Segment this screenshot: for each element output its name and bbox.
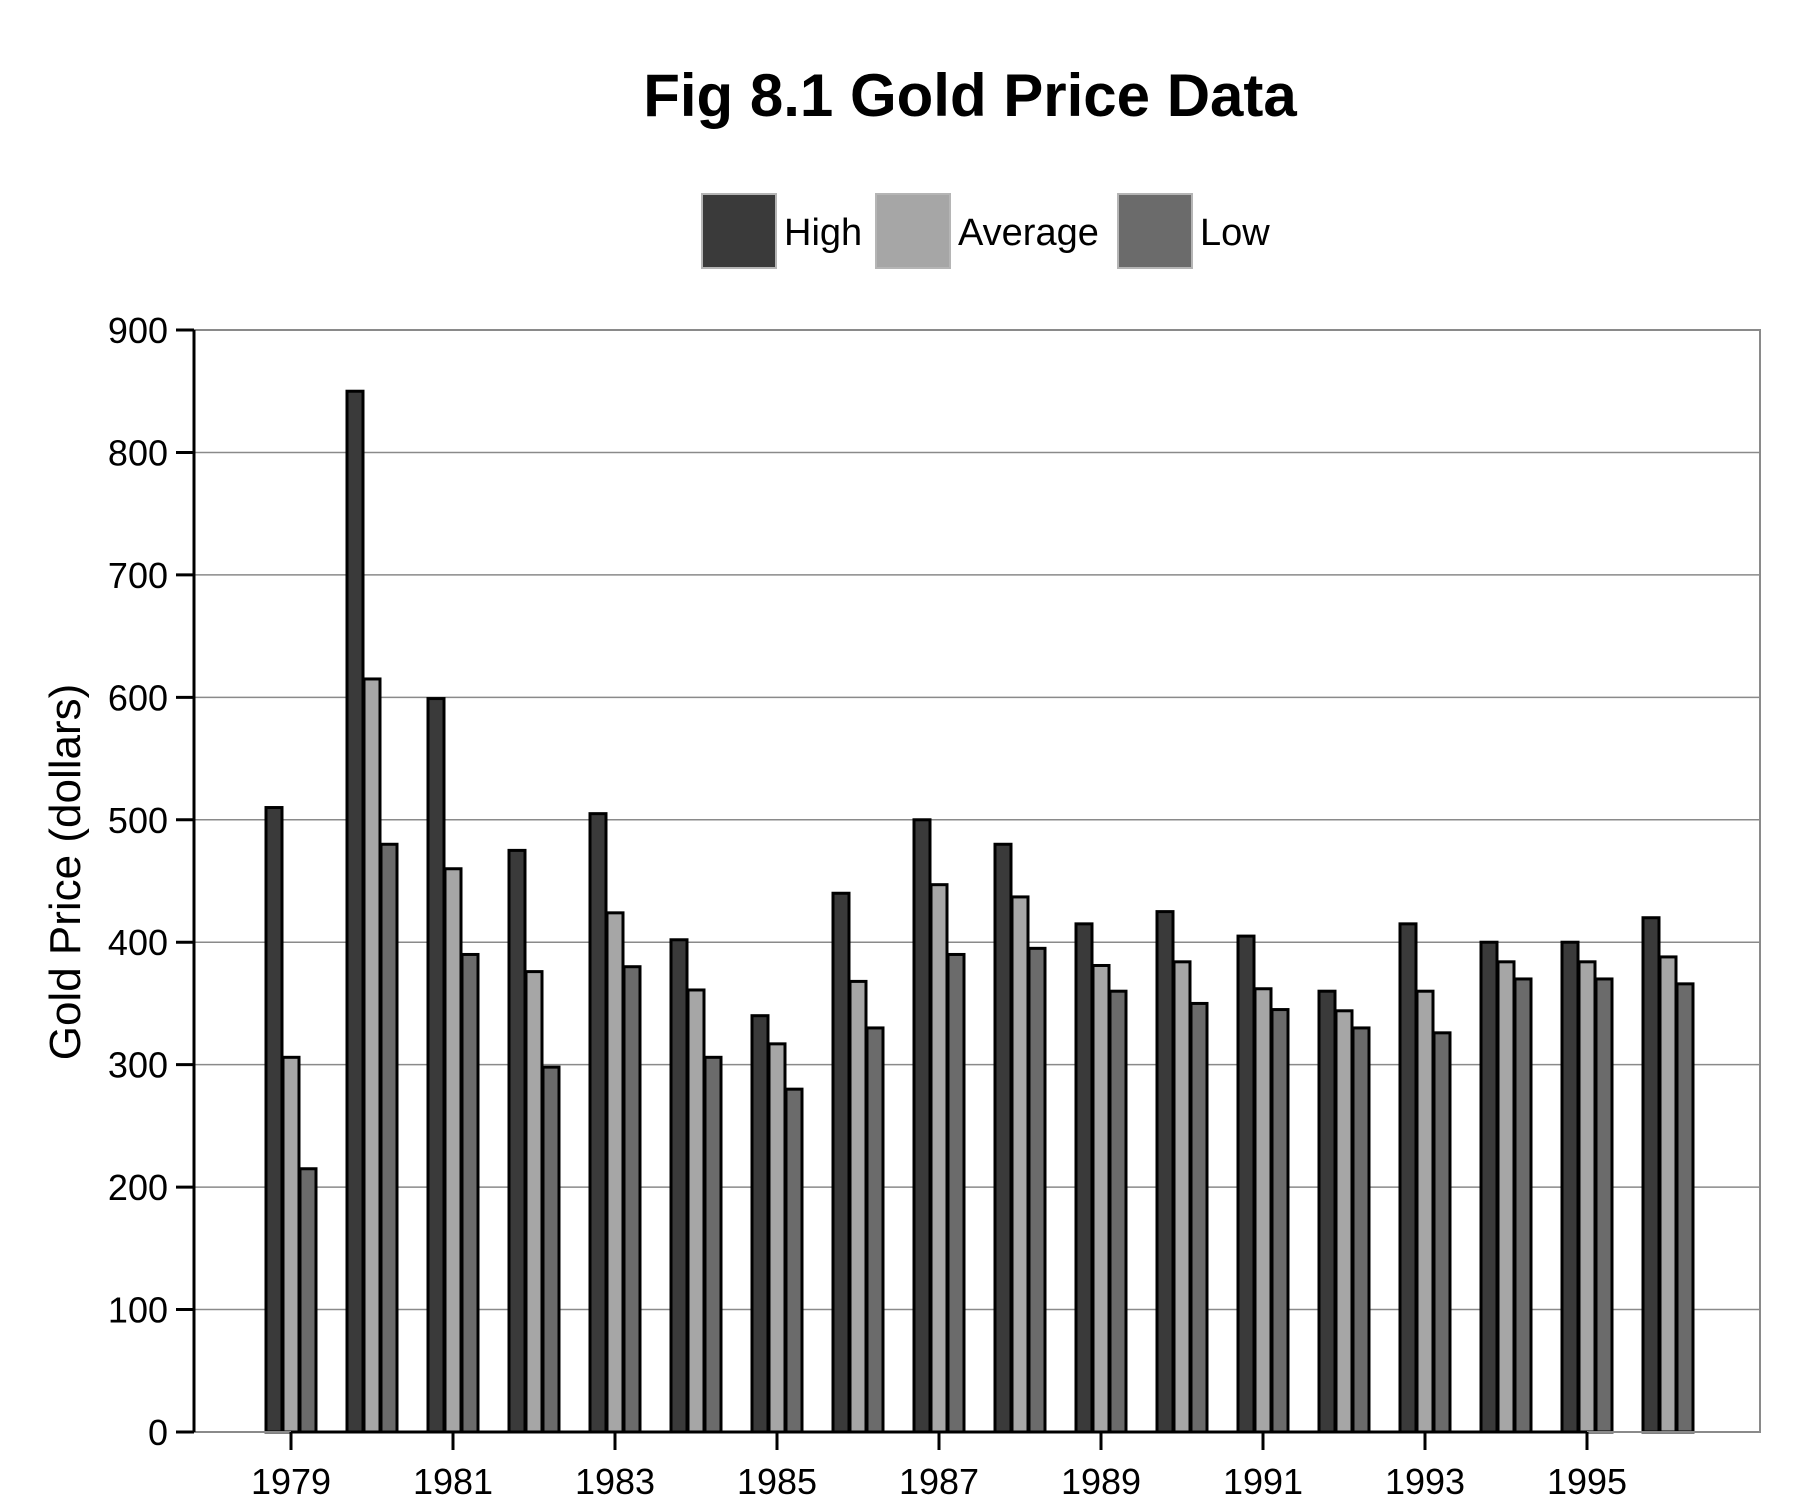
bar-high-1983 bbox=[588, 812, 608, 1434]
bar-average-1996 bbox=[1658, 955, 1678, 1434]
y-tick-label-0: 0 bbox=[148, 1412, 168, 1453]
bar-average-1984 bbox=[686, 988, 706, 1434]
series-low bbox=[298, 842, 1695, 1434]
plot-area: 0 100 200 300 400 500 600 700 800 900 1979 1981 1983… bbox=[108, 310, 1761, 1500]
bar-high-1991 bbox=[1236, 934, 1256, 1434]
bar-high-1990 bbox=[1155, 910, 1175, 1434]
bar-low-1986 bbox=[865, 1026, 885, 1434]
bar-high-1995 bbox=[1560, 940, 1580, 1434]
bar-high-1992 bbox=[1317, 989, 1337, 1434]
y-axis: 0 100 200 300 400 500 600 700 800 900 bbox=[108, 310, 196, 1453]
bar-average-1981 bbox=[443, 867, 463, 1434]
bar-low-1991 bbox=[1270, 1008, 1290, 1434]
y-tick-label-100: 100 bbox=[108, 1290, 168, 1331]
bar-high-1996 bbox=[1641, 916, 1661, 1434]
legend-label-high: High bbox=[784, 212, 862, 254]
bar-average-1987 bbox=[929, 883, 949, 1434]
y-tick-label-300: 300 bbox=[108, 1045, 168, 1086]
y-tick-label-700: 700 bbox=[108, 555, 168, 596]
series-high bbox=[264, 389, 1661, 1434]
bar-high-1981 bbox=[426, 697, 446, 1434]
bar-high-1989 bbox=[1074, 922, 1094, 1434]
bar-low-1992 bbox=[1351, 1026, 1371, 1434]
y-tick-label-800: 800 bbox=[108, 432, 168, 473]
bar-high-1980 bbox=[345, 389, 365, 1434]
bar-low-1994 bbox=[1513, 977, 1533, 1434]
legend-item-low: Low bbox=[1117, 193, 1270, 269]
bar-low-1983 bbox=[622, 965, 642, 1434]
bar-low-1985 bbox=[784, 1087, 804, 1434]
x-tick-label-1993: 1993 bbox=[1385, 1461, 1465, 1500]
bar-low-1987 bbox=[946, 952, 966, 1434]
legend-swatch-average bbox=[875, 193, 951, 269]
bar-low-1988 bbox=[1027, 946, 1047, 1434]
x-tick-label-1983: 1983 bbox=[575, 1461, 655, 1500]
bar-average-1982 bbox=[524, 970, 544, 1434]
bar-high-1987 bbox=[912, 818, 932, 1434]
bar-average-1994 bbox=[1496, 960, 1516, 1434]
bar-low-1979 bbox=[298, 1167, 318, 1434]
bar-low-1982 bbox=[541, 1065, 561, 1434]
bar-low-1984 bbox=[703, 1055, 723, 1434]
bar-average-1991 bbox=[1253, 987, 1273, 1434]
bar-low-1996 bbox=[1675, 982, 1695, 1434]
bar-average-1988 bbox=[1010, 895, 1030, 1434]
legend-item-high: High bbox=[701, 193, 862, 269]
legend-swatch-high bbox=[701, 193, 777, 269]
x-tick-label-1991: 1991 bbox=[1223, 1461, 1303, 1500]
bar-average-1989 bbox=[1091, 963, 1111, 1434]
bar-average-1985 bbox=[767, 1042, 787, 1434]
bar-average-1979 bbox=[281, 1055, 301, 1434]
legend-item-average: Average bbox=[875, 193, 1099, 269]
x-tick-label-1979: 1979 bbox=[251, 1461, 331, 1500]
bar-high-1979 bbox=[264, 806, 284, 1434]
y-tick-label-500: 500 bbox=[108, 800, 168, 841]
bar-average-1983 bbox=[605, 911, 625, 1434]
bar-average-1993 bbox=[1415, 989, 1435, 1434]
y-tick-label-200: 200 bbox=[108, 1167, 168, 1208]
bar-low-1995 bbox=[1594, 977, 1614, 1434]
chart-title: Fig 8.1 Gold Price Data bbox=[643, 62, 1297, 129]
x-tick-label-1995: 1995 bbox=[1547, 1461, 1627, 1500]
legend-label-low: Low bbox=[1200, 212, 1270, 254]
y-tick-label-400: 400 bbox=[108, 922, 168, 963]
bar-high-1986 bbox=[831, 891, 851, 1434]
series-average bbox=[281, 677, 1678, 1434]
legend: High Average Low bbox=[701, 193, 1270, 269]
x-tick-label-1985: 1985 bbox=[737, 1461, 817, 1500]
bar-low-1980 bbox=[379, 842, 399, 1434]
bar-average-1995 bbox=[1577, 960, 1597, 1434]
bar-low-1981 bbox=[460, 952, 480, 1434]
x-tick-label-1989: 1989 bbox=[1061, 1461, 1141, 1500]
bar-high-1985 bbox=[750, 1014, 770, 1434]
legend-swatch-low bbox=[1117, 193, 1193, 269]
bar-high-1993 bbox=[1398, 922, 1418, 1434]
bar-average-1986 bbox=[848, 979, 868, 1434]
y-axis-title: Gold Price (dollars) bbox=[41, 684, 90, 1061]
y-tick-label-900: 900 bbox=[108, 310, 168, 351]
x-axis: 1979 1981 1983 1985 1987 1989 1991 1993 1995 bbox=[251, 1430, 1627, 1500]
bars bbox=[264, 389, 1695, 1434]
bar-high-1984 bbox=[669, 938, 689, 1434]
bar-high-1988 bbox=[993, 842, 1013, 1434]
bar-average-1992 bbox=[1334, 1009, 1354, 1434]
bar-low-1993 bbox=[1432, 1031, 1452, 1434]
bar-high-1982 bbox=[507, 848, 527, 1434]
bar-average-1980 bbox=[362, 677, 382, 1434]
x-tick-label-1981: 1981 bbox=[413, 1461, 493, 1500]
bar-low-1990 bbox=[1189, 1001, 1209, 1434]
y-tick-label-600: 600 bbox=[108, 677, 168, 718]
bar-low-1989 bbox=[1108, 989, 1128, 1434]
bar-average-1990 bbox=[1172, 960, 1192, 1434]
legend-label-average: Average bbox=[958, 212, 1099, 254]
x-tick-label-1987: 1987 bbox=[899, 1461, 979, 1500]
bar-high-1994 bbox=[1479, 940, 1499, 1434]
